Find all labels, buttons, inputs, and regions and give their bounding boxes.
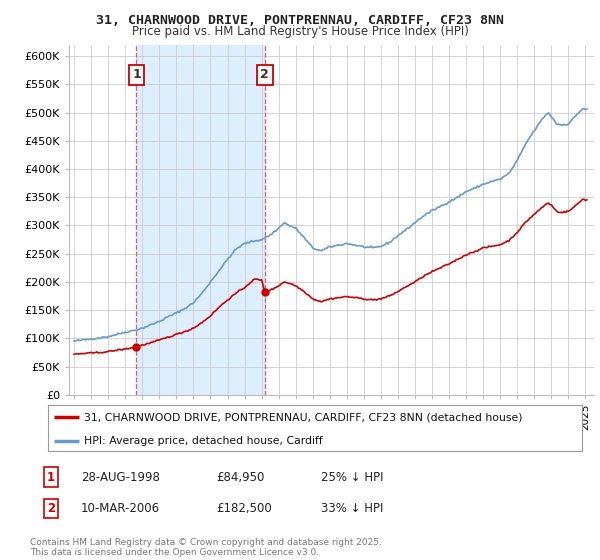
Text: 10-MAR-2006: 10-MAR-2006	[81, 502, 160, 515]
Text: 33% ↓ HPI: 33% ↓ HPI	[321, 502, 383, 515]
Text: 28-AUG-1998: 28-AUG-1998	[81, 470, 160, 484]
Text: 25% ↓ HPI: 25% ↓ HPI	[321, 470, 383, 484]
Text: 31, CHARNWOOD DRIVE, PONTPRENNAU, CARDIFF, CF23 8NN: 31, CHARNWOOD DRIVE, PONTPRENNAU, CARDIF…	[96, 14, 504, 27]
Text: HPI: Average price, detached house, Cardiff: HPI: Average price, detached house, Card…	[85, 436, 323, 446]
Text: Contains HM Land Registry data © Crown copyright and database right 2025.
This d: Contains HM Land Registry data © Crown c…	[30, 538, 382, 557]
Text: £84,950: £84,950	[216, 470, 265, 484]
Text: 1: 1	[47, 470, 55, 484]
Text: 2: 2	[260, 68, 269, 81]
Text: £182,500: £182,500	[216, 502, 272, 515]
Text: 31, CHARNWOOD DRIVE, PONTPRENNAU, CARDIFF, CF23 8NN (detached house): 31, CHARNWOOD DRIVE, PONTPRENNAU, CARDIF…	[85, 412, 523, 422]
Text: 2: 2	[47, 502, 55, 515]
Bar	[136, 45, 265, 395]
Text: Price paid vs. HM Land Registry's House Price Index (HPI): Price paid vs. HM Land Registry's House …	[131, 25, 469, 38]
Text: 1: 1	[132, 68, 141, 81]
